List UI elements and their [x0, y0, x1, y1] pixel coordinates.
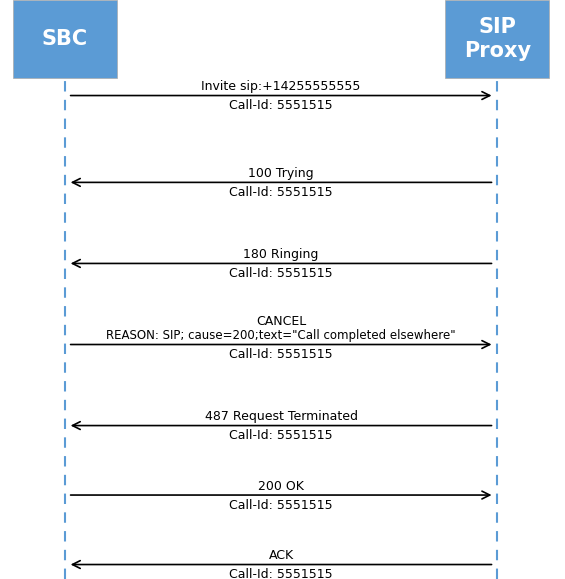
Text: 100 Trying: 100 Trying — [248, 167, 314, 180]
Text: Call-Id: 5551515: Call-Id: 5551515 — [229, 348, 333, 361]
Text: Call-Id: 5551515: Call-Id: 5551515 — [229, 267, 333, 280]
Text: 200 OK: 200 OK — [258, 480, 304, 493]
FancyBboxPatch shape — [445, 0, 549, 78]
Text: Call-Id: 5551515: Call-Id: 5551515 — [229, 568, 333, 579]
Text: Invite sip:+14255555555: Invite sip:+14255555555 — [201, 80, 361, 93]
Text: Call-Id: 5551515: Call-Id: 5551515 — [229, 186, 333, 199]
Text: CANCEL: CANCEL — [256, 316, 306, 328]
Text: Call-Id: 5551515: Call-Id: 5551515 — [229, 429, 333, 442]
Text: ACK: ACK — [268, 549, 294, 562]
Text: REASON: SIP; cause=200;text="Call completed elsewhere": REASON: SIP; cause=200;text="Call comple… — [106, 329, 456, 342]
Text: SBC: SBC — [42, 29, 88, 49]
Text: Call-Id: 5551515: Call-Id: 5551515 — [229, 99, 333, 112]
Text: Call-Id: 5551515: Call-Id: 5551515 — [229, 499, 333, 511]
Text: 487 Request Terminated: 487 Request Terminated — [205, 411, 358, 423]
Text: SIP
Proxy: SIP Proxy — [464, 17, 531, 61]
Text: 180 Ringing: 180 Ringing — [244, 248, 319, 261]
FancyBboxPatch shape — [13, 0, 118, 78]
